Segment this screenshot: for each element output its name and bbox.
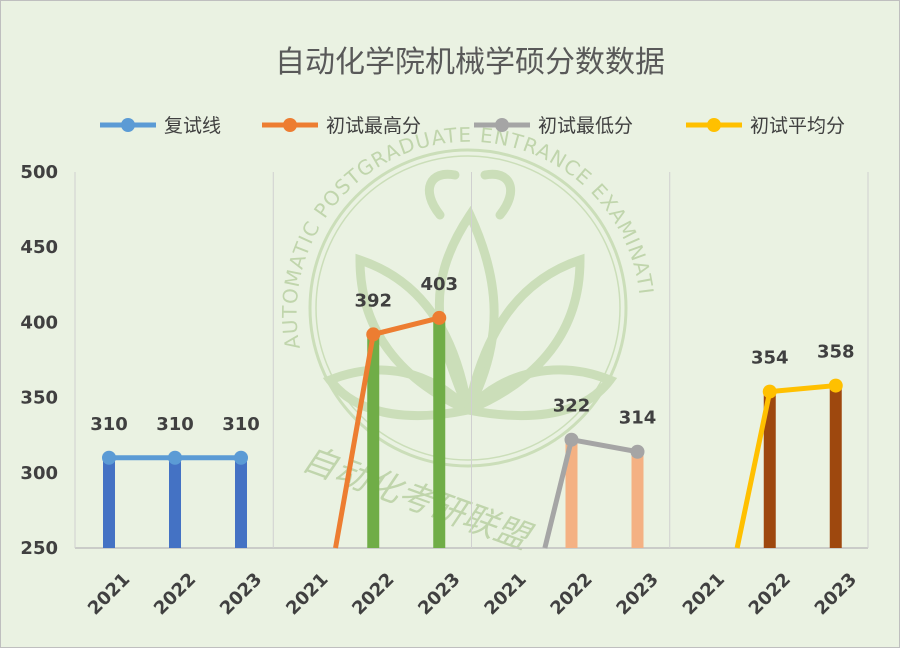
legend: 复试线 初试最高分 初试最低分 初试平均分 bbox=[100, 115, 845, 137]
data-point bbox=[102, 450, 116, 465]
bar bbox=[829, 385, 842, 548]
watermark-leaf bbox=[424, 169, 460, 220]
y-tick-label: 450 bbox=[20, 237, 58, 258]
lines bbox=[102, 310, 843, 549]
data-label: 358 bbox=[817, 342, 855, 363]
watermark-ring-inner bbox=[315, 155, 621, 461]
data-point bbox=[828, 378, 843, 393]
data-point bbox=[762, 384, 777, 399]
bar bbox=[235, 457, 247, 548]
data-label: 310 bbox=[90, 414, 128, 435]
bar bbox=[367, 334, 380, 548]
bar bbox=[565, 439, 578, 548]
data-point bbox=[432, 310, 447, 325]
y-tick-label: 300 bbox=[20, 463, 58, 484]
data-label: 392 bbox=[354, 290, 392, 311]
legend-marker bbox=[707, 118, 721, 132]
bar bbox=[433, 317, 446, 548]
bars bbox=[103, 317, 842, 548]
data-label: 403 bbox=[420, 274, 458, 295]
watermark-ring-outer bbox=[308, 148, 628, 468]
axes: 250 300 350 400 450 500 bbox=[20, 162, 869, 559]
data-point bbox=[564, 432, 579, 447]
legend-marker bbox=[121, 118, 135, 132]
chart-title: 自动化学院机械学硕分数数据 bbox=[275, 45, 665, 80]
watermark-leaf bbox=[480, 169, 516, 220]
bar bbox=[763, 391, 776, 548]
y-tick-label: 350 bbox=[20, 388, 58, 409]
data-label: 310 bbox=[156, 414, 194, 435]
bar bbox=[103, 457, 115, 548]
data-point bbox=[630, 444, 645, 459]
watermark-leaf bbox=[322, 365, 473, 421]
bar bbox=[169, 457, 181, 548]
data-label: 322 bbox=[553, 396, 591, 417]
legend-label: 初试最高分 bbox=[326, 115, 421, 137]
legend-label: 初试最低分 bbox=[538, 115, 633, 137]
bar bbox=[631, 451, 644, 548]
data-labels: 310 310 310 392 403 322 314 354 358 bbox=[90, 274, 854, 435]
legend-marker bbox=[283, 118, 297, 132]
data-point bbox=[234, 450, 248, 465]
legend-label: 复试线 bbox=[164, 115, 221, 137]
data-label: 314 bbox=[619, 408, 657, 429]
data-label: 354 bbox=[751, 348, 789, 369]
watermark-leaves bbox=[322, 169, 618, 421]
data-point bbox=[168, 450, 182, 465]
watermark-leaf bbox=[463, 365, 618, 421]
legend-marker bbox=[495, 118, 509, 132]
data-label: 310 bbox=[222, 414, 260, 435]
y-tick-label: 250 bbox=[20, 538, 58, 559]
legend-label: 初试平均分 bbox=[750, 115, 845, 137]
y-tick-label: 400 bbox=[20, 312, 58, 333]
data-point bbox=[366, 327, 381, 342]
y-tick-label: 500 bbox=[20, 162, 58, 183]
